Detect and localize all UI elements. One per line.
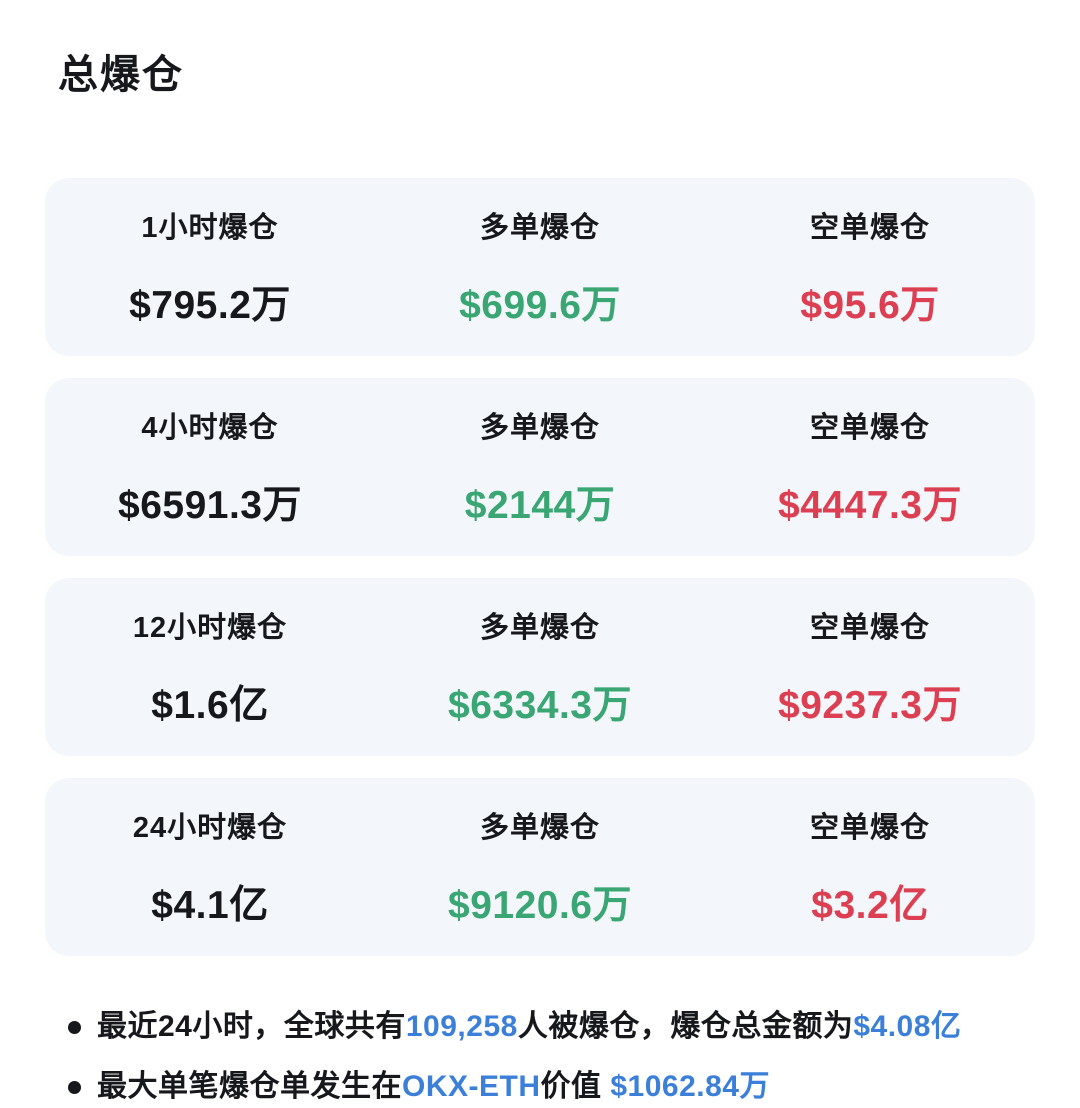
long-value: $9120.6万 bbox=[448, 884, 632, 927]
liquidation-card-24h: 24小时爆仓 $4.1亿 多单爆仓 $9120.6万 空单爆仓 $3.2亿 bbox=[45, 778, 1035, 956]
period-label: 4小时爆仓 bbox=[141, 412, 279, 444]
short-value: $9237.3万 bbox=[778, 684, 962, 727]
bullet-icon bbox=[68, 1080, 81, 1094]
period-value: $795.2万 bbox=[129, 284, 291, 327]
long-value: $6334.3万 bbox=[448, 684, 632, 727]
period-value: $4.1亿 bbox=[151, 884, 269, 927]
period-label: 1小时爆仓 bbox=[141, 212, 279, 244]
period-total-cell: 12小时爆仓 $1.6亿 bbox=[45, 604, 375, 730]
note-text: 最近24小时，全球共有109,258人被爆仓，爆仓总金额为$4.08亿 bbox=[97, 1006, 961, 1048]
short-liquidation-cell: 空单爆仓 $4447.3万 bbox=[705, 404, 1035, 530]
long-liquidation-cell: 多单爆仓 $6334.3万 bbox=[375, 604, 705, 730]
short-value: $95.6万 bbox=[800, 284, 940, 327]
short-liquidation-cell: 空单爆仓 $9237.3万 bbox=[705, 604, 1035, 730]
note-segment: 价值 bbox=[540, 1070, 611, 1103]
long-value: $699.6万 bbox=[459, 284, 621, 327]
liquidation-card-4h: 4小时爆仓 $6591.3万 多单爆仓 $2144万 空单爆仓 $4447.3万 bbox=[45, 378, 1035, 556]
long-liquidation-cell: 多单爆仓 $9120.6万 bbox=[375, 804, 705, 930]
period-total-cell: 4小时爆仓 $6591.3万 bbox=[45, 404, 375, 530]
note-largest-single-liquidation: 最大单笔爆仓单发生在OKX-ETH价值 $1062.84万 bbox=[68, 1066, 1080, 1108]
note-segment: 最大单笔爆仓单发生在 bbox=[97, 1070, 402, 1103]
highlight-total-liquidation-amount: $4.08亿 bbox=[853, 1010, 962, 1043]
long-label: 多单爆仓 bbox=[479, 412, 600, 444]
period-total-cell: 24小时爆仓 $4.1亿 bbox=[45, 804, 375, 930]
note-segment: 最近24小时，全球共有 bbox=[97, 1010, 406, 1043]
short-label: 空单爆仓 bbox=[809, 812, 930, 844]
short-label: 空单爆仓 bbox=[809, 212, 930, 244]
short-value: $4447.3万 bbox=[778, 484, 962, 527]
note-text: 最大单笔爆仓单发生在OKX-ETH价值 $1062.84万 bbox=[97, 1066, 770, 1108]
short-label: 空单爆仓 bbox=[809, 412, 930, 444]
highlight-largest-order-value: $1062.84万 bbox=[610, 1070, 770, 1103]
note-24h-global-summary: 最近24小时，全球共有109,258人被爆仓，爆仓总金额为$4.08亿 bbox=[68, 1006, 1080, 1048]
short-liquidation-cell: 空单爆仓 $95.6万 bbox=[705, 204, 1035, 330]
period-total-cell: 1小时爆仓 $795.2万 bbox=[45, 204, 375, 330]
short-value: $3.2亿 bbox=[811, 884, 929, 927]
period-label: 12小时爆仓 bbox=[132, 612, 288, 644]
period-value: $6591.3万 bbox=[118, 484, 302, 527]
period-label: 24小时爆仓 bbox=[132, 812, 288, 844]
long-liquidation-cell: 多单爆仓 $699.6万 bbox=[375, 204, 705, 330]
bullet-icon bbox=[68, 1020, 81, 1034]
period-value: $1.6亿 bbox=[151, 684, 269, 727]
liquidation-card-1h: 1小时爆仓 $795.2万 多单爆仓 $699.6万 空单爆仓 $95.6万 bbox=[45, 178, 1035, 356]
short-label: 空单爆仓 bbox=[809, 612, 930, 644]
summary-notes: 最近24小时，全球共有109,258人被爆仓，爆仓总金额为$4.08亿 最大单笔… bbox=[68, 1006, 1080, 1108]
liquidation-cards: 1小时爆仓 $795.2万 多单爆仓 $699.6万 空单爆仓 $95.6万 4… bbox=[45, 178, 1035, 956]
liquidation-card-12h: 12小时爆仓 $1.6亿 多单爆仓 $6334.3万 空单爆仓 $9237.3万 bbox=[45, 578, 1035, 756]
note-segment: 人被爆仓，爆仓总金额为 bbox=[517, 1010, 854, 1043]
long-label: 多单爆仓 bbox=[479, 612, 600, 644]
long-liquidation-cell: 多单爆仓 $2144万 bbox=[375, 404, 705, 530]
highlight-liquidated-people-count: 109,258 bbox=[405, 1010, 518, 1043]
highlight-exchange-pair: OKX-ETH bbox=[402, 1070, 541, 1103]
long-value: $2144万 bbox=[464, 484, 616, 527]
long-label: 多单爆仓 bbox=[479, 812, 600, 844]
short-liquidation-cell: 空单爆仓 $3.2亿 bbox=[705, 804, 1035, 930]
page-title: 总爆仓 bbox=[58, 53, 184, 97]
long-label: 多单爆仓 bbox=[479, 212, 600, 244]
